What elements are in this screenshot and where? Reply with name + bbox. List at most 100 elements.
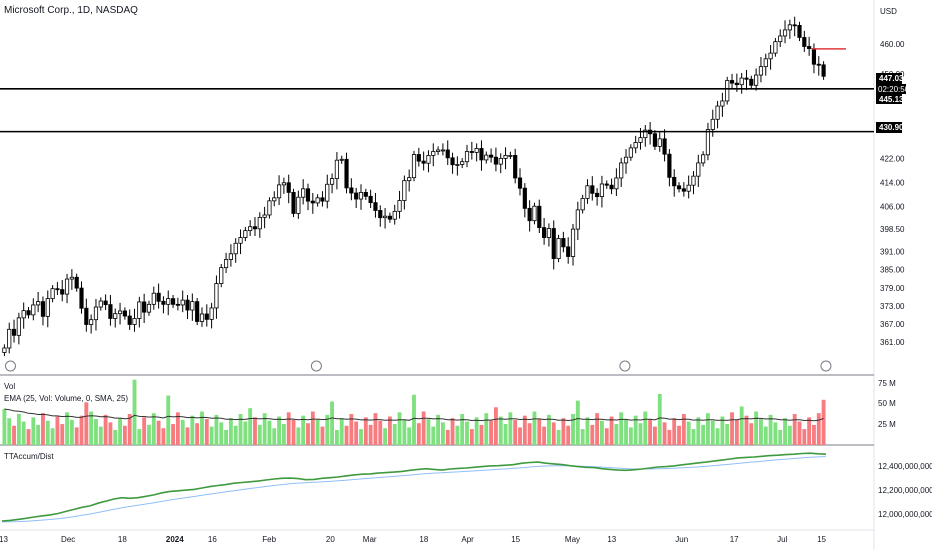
candle-body[interactable] — [411, 154, 417, 179]
candle-body[interactable] — [725, 80, 730, 102]
candle-body[interactable] — [705, 129, 711, 156]
candle-body[interactable] — [773, 41, 778, 54]
candle-body[interactable] — [89, 319, 94, 325]
candle-body[interactable] — [156, 292, 161, 302]
candle-body[interactable] — [436, 149, 441, 152]
candle-body[interactable] — [127, 315, 132, 325]
candle-body[interactable] — [402, 180, 407, 201]
candle-body[interactable] — [561, 238, 566, 248]
candle-body[interactable] — [739, 77, 744, 86]
candle-body[interactable] — [334, 159, 339, 179]
candle-body[interactable] — [768, 52, 773, 60]
candle-body[interactable] — [98, 300, 103, 308]
candle-body[interactable] — [310, 200, 315, 204]
candle-body[interactable] — [407, 177, 412, 182]
candle-body[interactable] — [792, 24, 797, 27]
candle-body[interactable] — [397, 200, 402, 212]
candle-body[interactable] — [614, 177, 619, 190]
candle-body[interactable] — [180, 299, 185, 306]
split-event-icon[interactable] — [820, 360, 832, 372]
candle-body[interactable] — [676, 185, 682, 190]
candle-body[interactable] — [132, 318, 137, 325]
candle-body[interactable] — [93, 306, 99, 321]
candle-body[interactable] — [464, 151, 470, 163]
candle-body[interactable] — [749, 78, 754, 86]
candle-body[interactable] — [445, 149, 450, 159]
candle-body[interactable] — [50, 288, 55, 300]
candle-body[interactable] — [431, 151, 436, 156]
candle-body[interactable] — [758, 66, 764, 76]
candle-body[interactable] — [272, 197, 277, 202]
candle-body[interactable] — [113, 313, 118, 319]
candle-body[interactable] — [575, 209, 580, 230]
candle-body[interactable] — [493, 156, 499, 165]
dividend-event-icon[interactable] — [310, 360, 322, 372]
candle-body[interactable] — [368, 195, 373, 204]
candle-body[interactable] — [344, 158, 349, 189]
candle-body[interactable] — [609, 184, 614, 190]
dividend-event-icon[interactable] — [4, 360, 16, 372]
candle-body[interactable] — [821, 64, 826, 77]
candle-body[interactable] — [643, 129, 648, 139]
candle-body[interactable] — [715, 105, 720, 120]
candle-body[interactable] — [296, 196, 301, 214]
candle-body[interactable] — [190, 301, 195, 311]
candle-body[interactable] — [199, 313, 205, 322]
candle-body[interactable] — [11, 328, 17, 336]
dividend-event-icon[interactable] — [619, 360, 631, 372]
candle-body[interactable] — [175, 303, 180, 306]
candle-body[interactable] — [7, 328, 12, 349]
candle-body[interactable] — [566, 246, 571, 257]
candle-body[interactable] — [787, 24, 792, 31]
candle-body[interactable] — [517, 177, 523, 189]
candle-body[interactable] — [633, 142, 638, 149]
candle-body[interactable] — [209, 307, 214, 320]
candle-body[interactable] — [166, 298, 171, 305]
candle-body[interactable] — [416, 154, 421, 162]
candle-body[interactable] — [219, 267, 224, 284]
candle-body[interactable] — [619, 162, 624, 179]
candle-body[interactable] — [489, 154, 494, 158]
candle-body[interactable] — [599, 183, 605, 198]
candle-body[interactable] — [378, 210, 383, 219]
candle-body[interactable] — [638, 137, 643, 143]
candle-body[interactable] — [595, 192, 600, 198]
candle-body[interactable] — [315, 197, 320, 204]
candle-body[interactable] — [214, 283, 219, 309]
candle-body[interactable] — [807, 46, 812, 49]
candle-body[interactable] — [329, 178, 335, 185]
candle-body[interactable] — [542, 227, 547, 238]
candle-body[interactable] — [522, 187, 527, 209]
candle-body[interactable] — [744, 77, 749, 80]
candle-body[interactable] — [811, 48, 817, 65]
candle-body[interactable] — [527, 207, 532, 222]
candle-body[interactable] — [657, 138, 662, 147]
candle-body[interactable] — [426, 154, 431, 164]
candle-body[interactable] — [84, 307, 89, 325]
candle-body[interactable] — [373, 202, 378, 211]
candle-body[interactable] — [223, 259, 229, 269]
candle-body[interactable] — [117, 310, 123, 315]
candle-body[interactable] — [421, 160, 426, 164]
candle-body[interactable] — [570, 228, 576, 257]
candle-body[interactable] — [484, 154, 489, 161]
candle-body[interactable] — [238, 237, 243, 244]
candle-body[interactable] — [286, 182, 291, 193]
candle-body[interactable] — [474, 148, 479, 153]
candle-body[interactable] — [257, 216, 262, 230]
candle-body[interactable] — [710, 118, 715, 130]
candle-body[interactable] — [45, 298, 50, 317]
candle-body[interactable] — [325, 183, 330, 202]
candle-body[interactable] — [628, 147, 633, 158]
candle-body[interactable] — [74, 276, 79, 289]
candle-body[interactable] — [291, 192, 296, 214]
candle-body[interactable] — [248, 226, 253, 232]
candle-body[interactable] — [103, 300, 108, 306]
candle-body[interactable] — [170, 298, 176, 305]
candle-body[interactable] — [681, 188, 686, 192]
candle-body[interactable] — [137, 301, 142, 319]
candle-body[interactable] — [161, 300, 166, 305]
candle-body[interactable] — [354, 192, 359, 200]
candle-body[interactable] — [686, 184, 691, 192]
candle-body[interactable] — [802, 37, 807, 47]
